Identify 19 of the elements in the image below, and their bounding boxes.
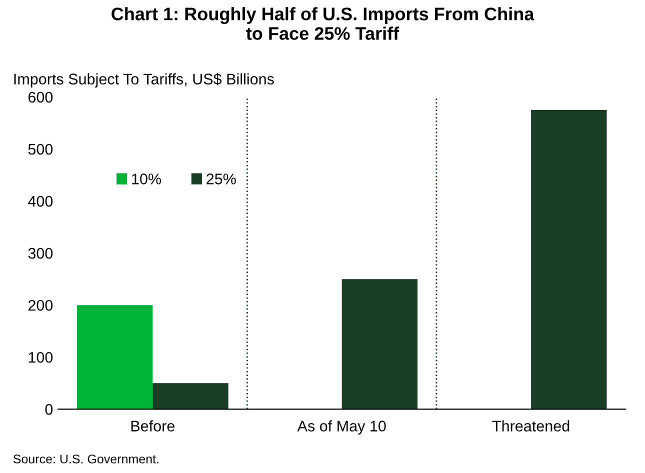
y-tick-label: 300 [28, 248, 53, 259]
y-tick-label: 200 [28, 300, 53, 311]
bar [531, 110, 607, 410]
y-axis-title: Imports Subject To Tariffs, US$ Billions [14, 73, 274, 88]
y-tick-label: 500 [28, 144, 53, 155]
y-tick-label: 400 [28, 196, 53, 207]
source-note: Source: U.S. Government. [13, 454, 158, 464]
bar [342, 279, 418, 410]
legend-label: 25% [206, 174, 236, 184]
bar [76, 305, 153, 410]
x-tick-label: Before [131, 420, 174, 432]
x-tick-label: Threatened [492, 420, 570, 432]
y-tick-label: 0 [45, 404, 53, 415]
x-tick-label: As of May 10 [297, 420, 386, 434]
chart-title: Chart 1: Roughly Half of U.S. Imports From China to Face 25% Tariff [112, 7, 534, 40]
bar [152, 383, 228, 410]
y-tick-label: 600 [28, 92, 53, 103]
y-tick-label: 100 [28, 352, 53, 363]
legend-label: 10% [132, 174, 161, 184]
